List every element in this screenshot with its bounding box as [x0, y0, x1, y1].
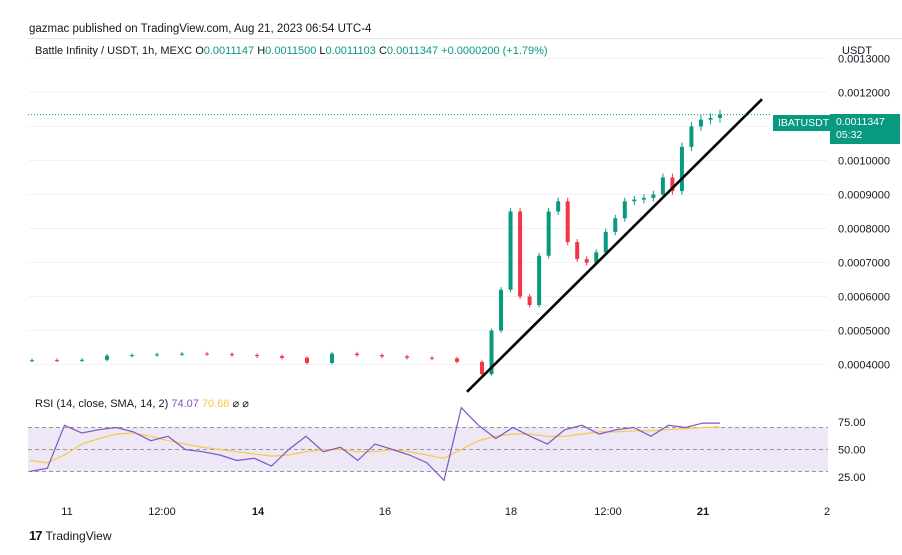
- candle-body: [455, 358, 459, 362]
- candle-body: [651, 194, 656, 198]
- candle-body: [565, 201, 570, 243]
- candle-body: [613, 218, 618, 232]
- time-axis: 11 12:00 14 16 18 12:00 21 2: [61, 506, 830, 518]
- price-tick-label: 0.0004000: [838, 360, 890, 372]
- candle-body: [230, 354, 234, 356]
- candle-body: [670, 177, 675, 192]
- trendline: [466, 98, 763, 393]
- price-tick-label: 0.0006000: [838, 292, 890, 304]
- rsi-sma-value: 70.66: [201, 398, 230, 410]
- candle-body: [508, 211, 513, 290]
- candle-body: [480, 366, 484, 375]
- open-value: 0.0011147: [203, 45, 255, 57]
- candle-body: [632, 199, 637, 202]
- price-legend: Battle Infinity / USDT, 1h, MEXC O0.0011…: [35, 45, 548, 57]
- rsi-tick-label: 75.00: [838, 417, 866, 429]
- close-value: 0.0011347: [386, 45, 439, 57]
- price-tick-label: 0.0013000: [838, 53, 890, 65]
- candle-body: [405, 356, 409, 358]
- countdown: 05:32: [836, 129, 863, 141]
- candle-body: [180, 353, 184, 355]
- time-tick-label: 18: [505, 506, 517, 518]
- footer-brand: TradingView: [45, 528, 112, 543]
- candle-body: [30, 360, 34, 362]
- candle-body: [584, 259, 589, 263]
- rsi-axis: 75.00 50.00 25.00: [838, 417, 866, 484]
- candle-body: [355, 353, 359, 356]
- candle-body: [380, 355, 384, 357]
- candle-body: [518, 211, 523, 297]
- candle-body: [556, 201, 561, 212]
- candle-body: [55, 360, 59, 362]
- candle-body: [280, 356, 284, 358]
- rsi-tick-label: 25.00: [838, 472, 866, 484]
- rsi-tick-label: 50.00: [838, 445, 866, 457]
- candle-body: [205, 353, 209, 355]
- symbol-label[interactable]: Battle Infinity / USDT, 1h, MEXC: [35, 45, 193, 57]
- price-tick-label: 0.0007000: [838, 258, 890, 270]
- publish-line: gazmac published on TradingView.com, Aug…: [29, 23, 372, 35]
- price-tick-label: 0.0010000: [838, 155, 890, 167]
- time-tick-label: 2: [824, 506, 830, 518]
- price-tick-label: 0.0008000: [838, 224, 890, 236]
- candle-body: [603, 231, 608, 253]
- high-label: H: [257, 45, 266, 57]
- candle-body: [155, 354, 159, 356]
- candle-body: [689, 126, 694, 147]
- high-value: 0.0011500: [265, 45, 317, 57]
- time-tick-label: 14: [252, 506, 265, 518]
- candle-body: [546, 211, 551, 256]
- candle-body: [679, 146, 684, 192]
- price-tick-label: 0.0005000: [838, 326, 890, 338]
- low-value: 0.0011103: [325, 45, 376, 57]
- candle-body: [330, 353, 334, 363]
- open-label: O: [195, 45, 204, 57]
- rsi-legend-label[interactable]: RSI (14, close, SMA, 14, 2): [35, 398, 169, 410]
- candle-body: [660, 177, 665, 195]
- chart-frame: [28, 38, 902, 504]
- candle-body: [641, 197, 646, 200]
- last-price-box: 0.0011347 05:32: [830, 114, 900, 144]
- close-label: C: [378, 45, 387, 57]
- time-tick-label: 11: [61, 506, 72, 518]
- price-tick-label: 0.0009000: [838, 189, 890, 201]
- footer: 17 TradingView: [29, 528, 112, 543]
- tradingview-logo-icon: 17: [29, 528, 43, 543]
- candle-body: [255, 355, 259, 357]
- price-tick-label: 0.0012000: [838, 87, 890, 99]
- candle-body: [489, 330, 494, 375]
- candle-body: [80, 359, 84, 361]
- symbol-tag: IBATUSDT: [773, 115, 835, 131]
- last-price-value: 0.0011347: [836, 116, 885, 128]
- rsi-sma-line: [29, 426, 721, 464]
- rsi-line: [29, 406, 720, 482]
- low-label: L: [319, 45, 326, 57]
- candle-body: [575, 242, 580, 260]
- candle-body: [594, 252, 599, 263]
- candle-series: [30, 109, 722, 376]
- visibility-icons[interactable]: ⌀ ⌀: [232, 398, 249, 410]
- time-tick-label: 12:00: [594, 506, 622, 518]
- currency-label[interactable]: USDT: [842, 45, 872, 57]
- candle-body: [698, 119, 703, 127]
- candle-body: [718, 114, 722, 118]
- candle-body: [527, 296, 532, 306]
- candle-body: [499, 289, 504, 331]
- candle-body: [480, 361, 484, 367]
- candle-body: [708, 117, 713, 120]
- candle-body: [537, 255, 542, 306]
- candle-body: [305, 357, 309, 363]
- time-tick-label: 21: [697, 506, 709, 518]
- rsi-value: 74.07: [171, 398, 199, 410]
- change-value: +0.0000200 (+1.79%): [441, 45, 548, 57]
- candle-body: [430, 357, 434, 359]
- candle-body: [622, 201, 627, 219]
- candle-body: [105, 355, 109, 360]
- rsi-legend: RSI (14, close, SMA, 14, 2) 74.07 70.66 …: [35, 397, 249, 410]
- time-tick-label: 16: [379, 506, 391, 518]
- candle-body: [130, 355, 134, 357]
- time-tick-label: 12:00: [148, 506, 176, 518]
